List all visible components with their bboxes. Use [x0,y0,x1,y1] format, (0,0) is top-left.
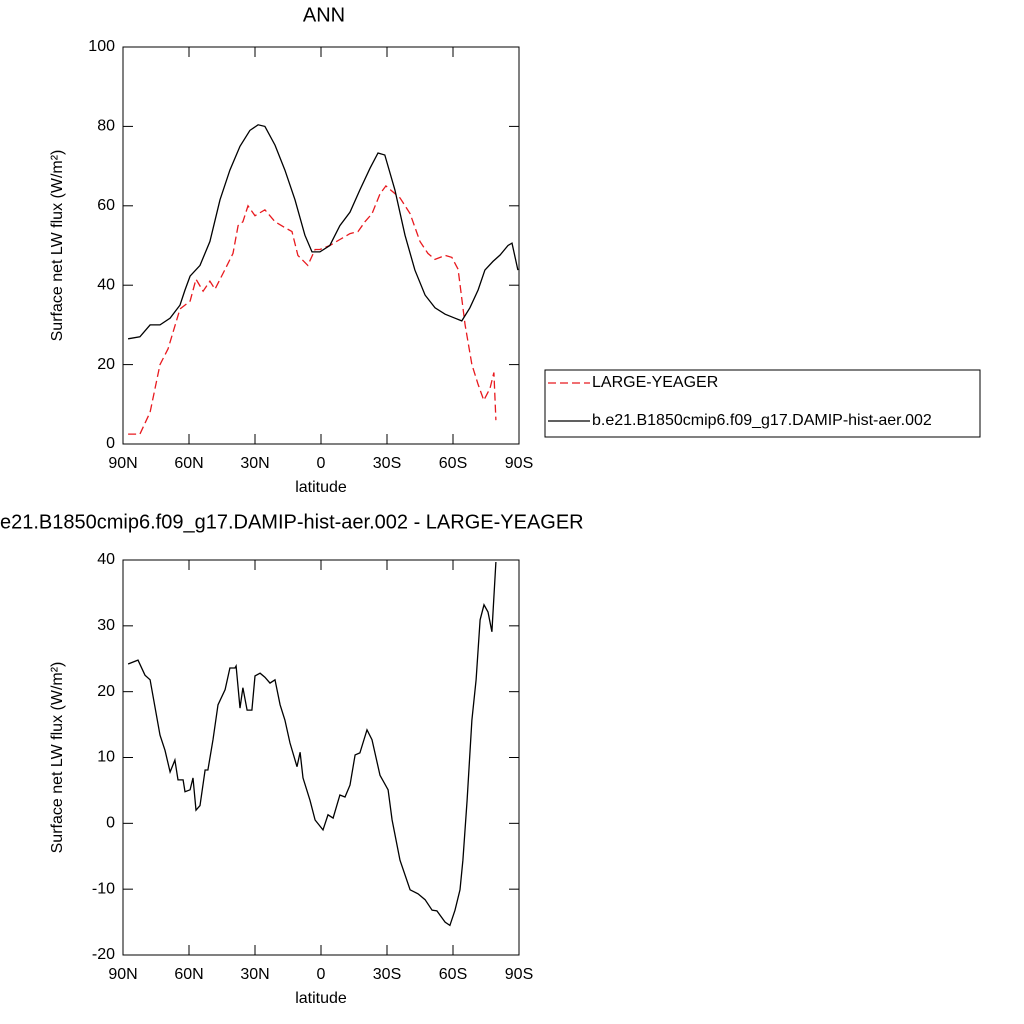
x-tick-label: 90N [108,966,137,983]
y-tick-label: 60 [97,197,115,214]
y-tick-label: 20 [97,356,115,373]
x-tick-label: 60N [174,455,203,472]
x-tick-label: 0 [317,455,326,472]
x-tick-label: 90S [505,455,533,472]
y-tick-label: 0 [106,435,115,452]
y-tick-label: -20 [92,946,115,963]
x-tick-label: 30S [373,455,401,472]
x-tick-label: 60S [439,455,467,472]
x-tick-label: 30N [240,966,269,983]
chart-title: ANN [303,4,345,26]
data-line [127,124,519,340]
x-tick-label: 90N [108,455,137,472]
y-tick-label: 30 [97,617,115,634]
legend-label: LARGE-YEAGER [592,374,718,391]
plot-frame [122,46,520,445]
data-line [128,184,497,435]
x-tick-label: 30N [240,455,269,472]
x-tick-label: 30S [373,966,401,983]
y-tick-label: 40 [97,276,115,293]
x-axis-label: latitude [295,479,347,496]
data-line [127,561,497,927]
x-axis-label: latitude [295,990,347,1007]
x-tick-label: 90S [505,966,533,983]
plot-frame [122,559,520,956]
y-tick-label: 40 [97,551,115,568]
y-tick-label: 100 [88,38,115,55]
x-tick-label: 60S [439,966,467,983]
x-tick-label: 0 [317,966,326,983]
y-tick-label: 10 [97,749,115,766]
y-tick-label: -10 [92,880,115,897]
x-tick-label: 60N [174,966,203,983]
legend-label: b.e21.B1850cmip6.f09_g17.DAMIP-hist-aer.… [592,412,932,429]
chart-title: e21.B1850cmip6.f09_g17.DAMIP-hist-aer.00… [0,511,584,533]
legend-box [544,369,981,438]
y-tick-label: 80 [97,118,115,135]
y-axis-label: Surface net LW flux (W/m²) [49,662,66,854]
y-tick-label: 0 [106,815,115,832]
y-axis-label: Surface net LW flux (W/m²) [49,150,66,342]
y-tick-label: 20 [97,683,115,700]
